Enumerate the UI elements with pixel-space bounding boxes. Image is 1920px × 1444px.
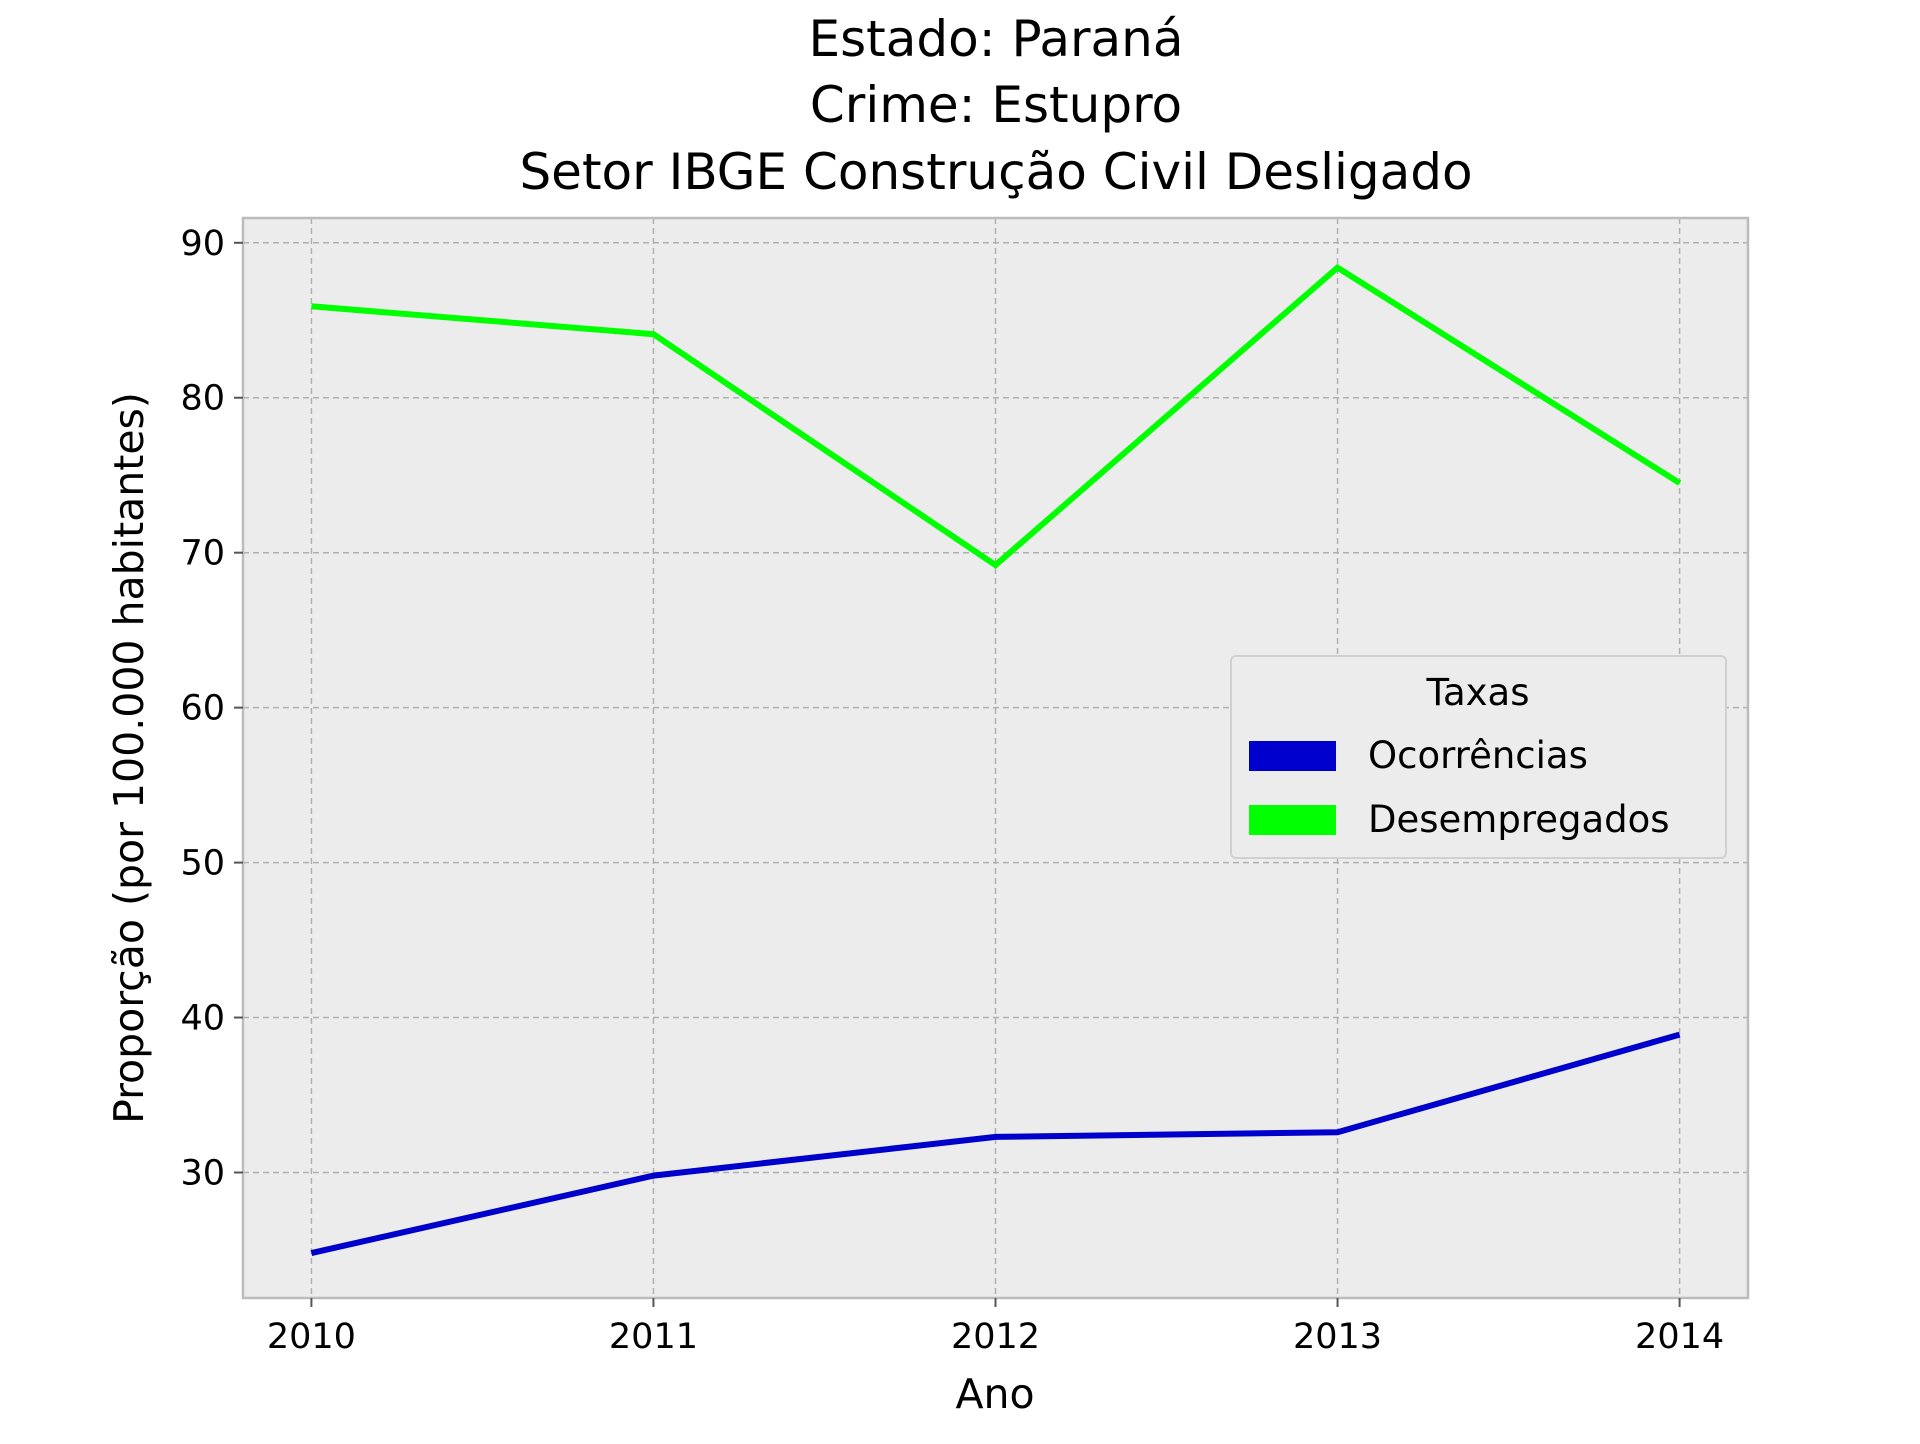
y-tick-label: 80 (180, 379, 225, 419)
x-tick-label: 2010 (267, 1317, 356, 1357)
legend-swatch-desempregados (1249, 805, 1336, 835)
x-tick-label: 2011 (609, 1317, 698, 1357)
title-line-3: Setor IBGE Construção Civil Desligado (519, 143, 1472, 201)
y-axis-label: Proporção (por 100.000 habitantes) (105, 392, 153, 1124)
y-tick-label: 90 (180, 224, 225, 264)
title-line-1: Estado: Paraná (808, 10, 1183, 68)
legend-swatch-ocorrencias (1249, 741, 1336, 771)
legend-label-desempregados: Desempregados (1368, 798, 1670, 841)
legend-title: Taxas (1426, 671, 1530, 714)
title-line-2: Crime: Estupro (810, 76, 1182, 134)
y-tick-label: 30 (180, 1153, 225, 1193)
x-axis-label: Ano (955, 1370, 1034, 1418)
x-tick-label: 2013 (1293, 1317, 1382, 1357)
y-tick-label: 50 (180, 844, 225, 884)
y-tick-label: 40 (180, 999, 225, 1039)
x-tick-label: 2012 (951, 1317, 1040, 1357)
y-tick-label: 70 (180, 534, 225, 574)
x-tick-label: 2014 (1635, 1317, 1724, 1357)
legend: Taxas Ocorrências Desempregados (1231, 656, 1726, 858)
legend-label-ocorrencias: Ocorrências (1368, 734, 1588, 777)
y-tick-label: 60 (180, 689, 225, 729)
